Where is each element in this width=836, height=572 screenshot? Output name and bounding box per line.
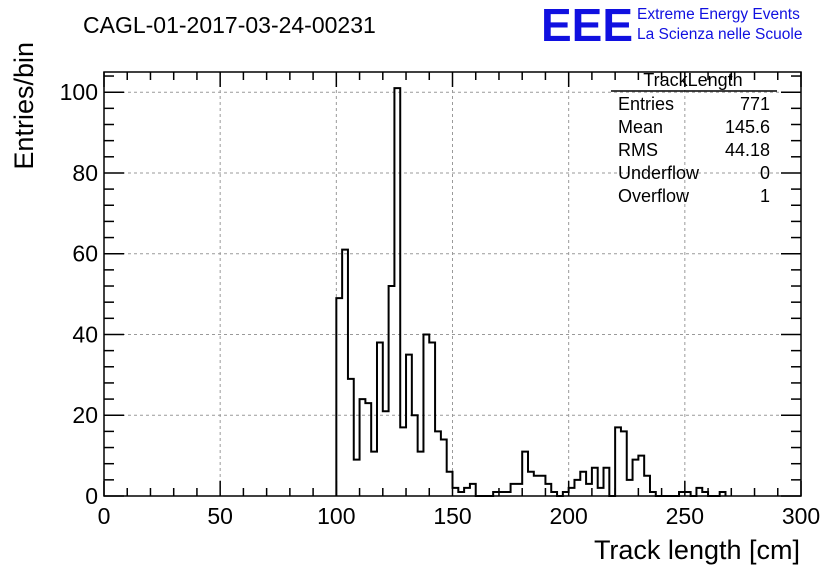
stats-row: Overflow 1: [618, 186, 770, 206]
stats-value: 0: [760, 163, 770, 183]
stats-label: Underflow: [618, 163, 700, 183]
x-tick-label: 200: [549, 503, 587, 529]
stats-value: 44.18: [725, 140, 770, 160]
y-tick-label: 100: [60, 79, 98, 105]
stats-title: TrackLength: [643, 70, 742, 90]
stats-row: Mean 145.6: [618, 117, 770, 137]
x-tick-labels: 0 50 100 150 200 250 300: [98, 503, 821, 529]
eee-logo: EEE: [541, 0, 633, 51]
run-title: CAGL-01-2017-03-24-00231: [83, 12, 376, 38]
y-tick-labels: 0 20 40 60 80 100: [60, 79, 98, 509]
stats-value: 1: [760, 186, 770, 206]
logo-subtitle-line1: Extreme Energy Events: [637, 6, 800, 23]
y-tick-label: 60: [72, 241, 98, 267]
x-tick-label: 250: [666, 503, 704, 529]
stats-rows: Entries 771 Mean 145.6 RMS 44.18 Underflow 0 Ove…: [618, 94, 770, 206]
x-tick-label: 100: [317, 503, 355, 529]
y-axis-label: Entries/bin: [9, 42, 39, 170]
x-tick-label: 50: [207, 503, 233, 529]
x-tick-label: 0: [98, 503, 111, 529]
x-axis-label: Track length [cm]: [594, 535, 800, 565]
y-tick-label: 20: [72, 402, 98, 428]
y-tick-label: 0: [85, 483, 98, 509]
stats-row: Underflow 0: [618, 163, 770, 183]
axis-ticks: [103, 72, 802, 497]
y-tick-label: 40: [72, 321, 98, 347]
x-tick-label: 150: [433, 503, 471, 529]
y-tick-label: 80: [72, 160, 98, 186]
stats-row: RMS 44.18: [618, 140, 770, 160]
stats-value: 145.6: [725, 117, 770, 137]
stats-box: TrackLength Entries 771 Mean 145.6 RMS 44.18 U…: [611, 70, 777, 206]
stats-label: Overflow: [618, 186, 690, 206]
stats-label: RMS: [618, 140, 658, 160]
stats-value: 771: [740, 94, 770, 114]
histogram-outline: [335, 87, 727, 497]
stats-label: Entries: [618, 94, 674, 114]
x-tick-label: 300: [782, 503, 820, 529]
stats-row: Entries 771: [618, 94, 770, 114]
stats-label: Mean: [618, 117, 663, 137]
logo-subtitle-line2: La Scienza nelle Scuole: [637, 26, 802, 43]
grid-lines: [104, 72, 801, 496]
